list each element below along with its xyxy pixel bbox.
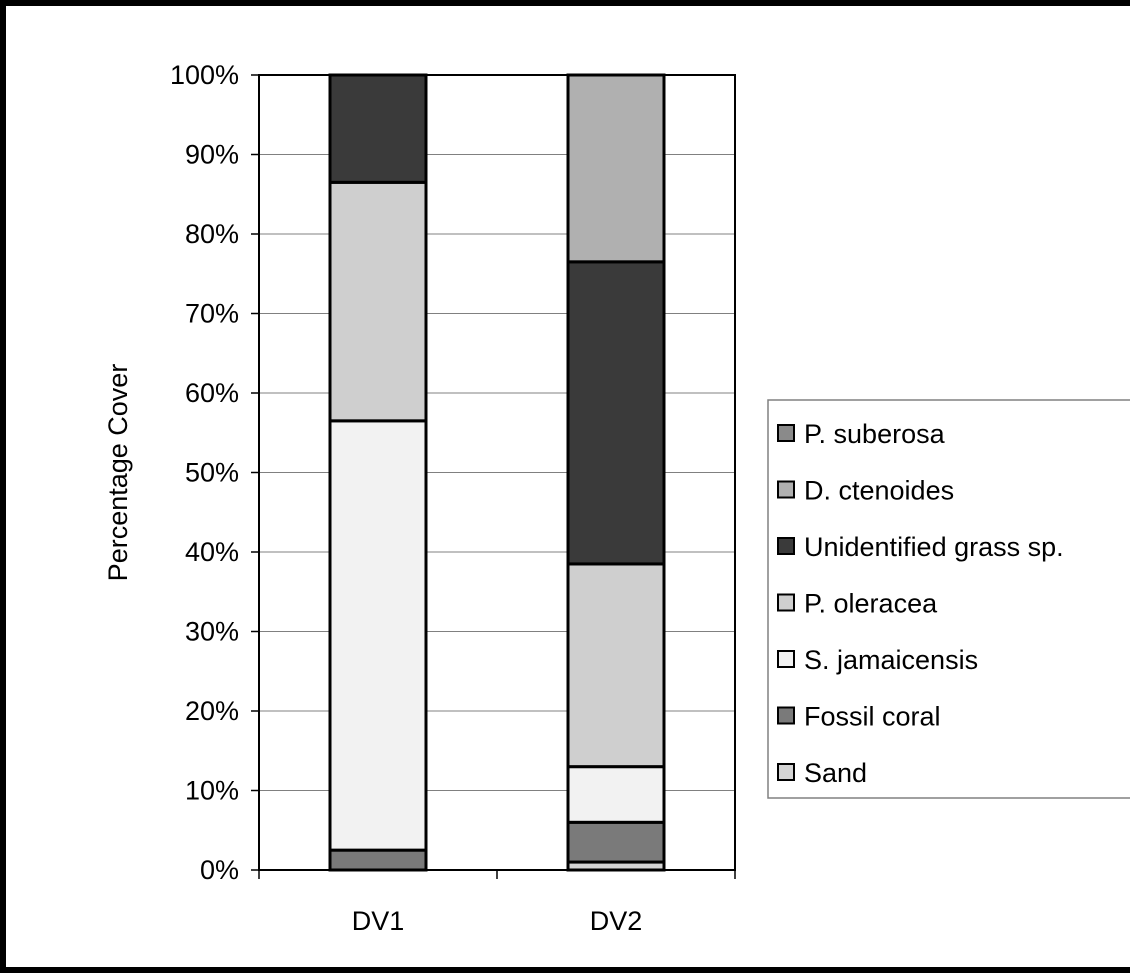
legend-swatch [777,593,795,612]
y-tick-label: 90% [185,140,239,170]
bar-segment [566,562,666,769]
legend-label: Fossil coral [804,702,941,732]
legend-label: Unidentified grass sp. [804,532,1064,562]
bar-segment [328,419,428,852]
legend-box [767,399,1130,799]
legend-label: D. ctenoides [804,476,954,506]
y-tick-label: 100% [170,60,239,90]
y-tick-label: 40% [185,537,239,567]
y-axis-ticks: 0% 10% 20% 30% 40% 50% 60% 70% 80% 90% 100% [170,60,259,885]
y-tick-label: 80% [185,219,239,249]
y-tick-label: 20% [185,696,239,726]
bar-segment [328,73,428,184]
y-tick-label: 30% [185,617,239,647]
bar-segment [566,260,666,566]
legend-label: S. jamaicensis [804,645,978,675]
legend-swatch [777,706,795,725]
legend-label: P. suberosa [804,419,946,449]
legend-swatch [777,424,795,442]
legend: P. suberosa D. ctenoides Unidentified gras… [767,399,1130,799]
legend-label: P. oleracea [804,589,938,619]
bar-segment [328,180,428,423]
bar-segment [566,820,666,864]
x-category-label: DV2 [590,906,643,936]
legend-swatch [777,537,795,555]
legend-swatch [777,763,795,781]
legend-swatch [777,650,795,668]
y-tick-label: 0% [200,855,239,885]
y-axis-label: Percentage Cover [103,364,133,582]
x-axis-ticks: DV1 DV2 [258,870,736,936]
y-tick-label: 50% [185,458,239,488]
bar-segment [566,765,666,824]
x-category-label: DV1 [352,906,405,936]
legend-label: Sand [804,758,867,788]
legend-swatch [777,480,795,499]
bar-segment [328,848,428,872]
bar-segment [566,73,666,264]
bars [328,73,666,872]
y-tick-label: 60% [185,378,239,408]
y-tick-label: 70% [185,299,239,329]
y-tick-label: 10% [185,776,239,806]
